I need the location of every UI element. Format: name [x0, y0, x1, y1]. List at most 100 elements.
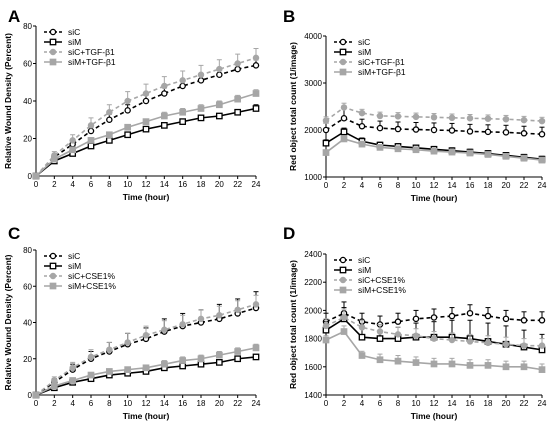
- data-point: [394, 331, 402, 338]
- x-tick-label: 14: [448, 181, 457, 190]
- data-point: [124, 339, 131, 346]
- data-point: [197, 360, 205, 368]
- x-tick-label: 12: [430, 181, 439, 190]
- legend-marker: [339, 276, 347, 284]
- y-tick-label: 1400: [304, 391, 322, 400]
- y-tick-label: 0: [28, 172, 33, 181]
- x-tick-label: 2: [342, 399, 347, 408]
- legend-marker: [339, 38, 347, 46]
- data-point: [179, 362, 187, 370]
- x-tick-label: 20: [215, 399, 224, 408]
- data-point: [50, 382, 58, 390]
- x-tick-label: 22: [233, 399, 242, 408]
- data-point: [252, 344, 260, 352]
- data-point: [538, 342, 546, 349]
- x-tick-label: 24: [538, 399, 547, 408]
- data-point: [394, 113, 402, 120]
- data-point: [376, 124, 384, 132]
- series-line: [35, 57, 257, 177]
- data-point: [197, 77, 205, 84]
- data-point: [216, 65, 223, 73]
- x-tick-label: 12: [430, 399, 439, 408]
- data-point: [322, 322, 330, 330]
- series-line: [325, 130, 543, 160]
- x-tick-label: 4: [360, 181, 365, 190]
- legend-label: siC+CSE1%: [68, 271, 115, 281]
- data-point: [358, 333, 366, 341]
- series-siM: [32, 104, 260, 180]
- series-siM+TGF-β1: [322, 135, 546, 164]
- data-point: [412, 332, 420, 340]
- x-tick-label: 16: [466, 181, 475, 190]
- data-point: [466, 362, 474, 369]
- panel-d-chart: 0 2 4 6 8 10 12 14 16 18 20 22 241400160018002000220…: [288, 250, 547, 421]
- data-point: [234, 65, 241, 73]
- data-point: [466, 115, 474, 122]
- data-point: [142, 90, 150, 97]
- data-point: [448, 360, 456, 368]
- data-point: [142, 97, 150, 105]
- data-point: [502, 315, 510, 323]
- data-point: [69, 377, 77, 384]
- x-tick-label: 18: [197, 180, 206, 189]
- y-tick-label: 2400: [304, 250, 322, 259]
- data-point: [430, 147, 438, 155]
- data-point: [252, 105, 260, 112]
- data-point: [160, 122, 168, 129]
- data-point: [538, 156, 546, 164]
- data-point: [376, 335, 384, 342]
- data-point: [179, 321, 186, 328]
- y-tick-label: 4000: [304, 32, 322, 41]
- y-tick-label: 1600: [304, 363, 322, 372]
- data-point: [179, 82, 186, 90]
- data-point: [216, 311, 223, 319]
- data-point: [376, 112, 384, 120]
- data-point: [322, 126, 330, 134]
- y-tick-label: 2200: [304, 278, 322, 287]
- data-point: [322, 336, 330, 344]
- legend-marker: [49, 28, 57, 36]
- data-point: [105, 368, 113, 375]
- panel-letter-c: C: [8, 224, 20, 243]
- y-axis-title: Relative Wound Density (Percent): [3, 254, 13, 390]
- legend-marker: [339, 256, 347, 264]
- x-tick-label: 24: [252, 399, 261, 408]
- x-tick-label: 10: [412, 399, 421, 408]
- data-point: [161, 90, 168, 97]
- panel-letter-b: B: [283, 7, 295, 26]
- data-point: [142, 331, 150, 339]
- legend-label: siM+TGF-β1: [68, 57, 116, 67]
- data-point: [124, 107, 131, 114]
- data-point: [234, 108, 242, 116]
- data-point: [520, 342, 528, 349]
- data-point: [197, 355, 205, 363]
- data-point: [448, 114, 456, 122]
- data-point: [87, 127, 95, 135]
- legend-marker: [49, 272, 57, 280]
- panel-letter-a: A: [8, 7, 20, 26]
- data-point: [215, 101, 223, 109]
- data-point: [520, 317, 528, 324]
- data-point: [87, 122, 95, 129]
- data-point: [69, 364, 76, 372]
- x-tick-label: 8: [107, 399, 112, 408]
- data-point: [87, 142, 95, 150]
- data-point: [124, 97, 131, 105]
- data-point: [50, 155, 58, 163]
- data-point: [448, 148, 456, 156]
- data-point: [538, 117, 546, 125]
- data-point: [69, 137, 76, 144]
- legend-label: siC: [68, 27, 80, 37]
- legend-marker: [339, 48, 347, 56]
- legend-marker: [339, 286, 347, 294]
- data-point: [502, 129, 510, 136]
- x-tick-label: 18: [484, 399, 493, 408]
- data-point: [197, 105, 205, 112]
- data-point: [124, 123, 132, 131]
- legend-label: siC: [358, 255, 370, 265]
- data-point: [105, 131, 113, 139]
- x-tick-label: 4: [70, 399, 75, 408]
- data-point: [430, 360, 438, 368]
